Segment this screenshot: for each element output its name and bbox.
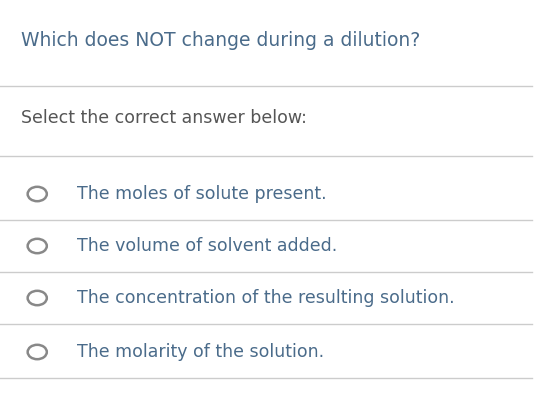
Text: The volume of solvent added.: The volume of solvent added. [77,237,337,255]
Text: Which does NOT change during a dilution?: Which does NOT change during a dilution? [21,30,421,50]
Text: Select the correct answer below:: Select the correct answer below: [21,109,307,127]
Text: The concentration of the resulting solution.: The concentration of the resulting solut… [77,289,455,307]
Text: The molarity of the solution.: The molarity of the solution. [77,343,324,361]
Text: The moles of solute present.: The moles of solute present. [77,185,327,203]
